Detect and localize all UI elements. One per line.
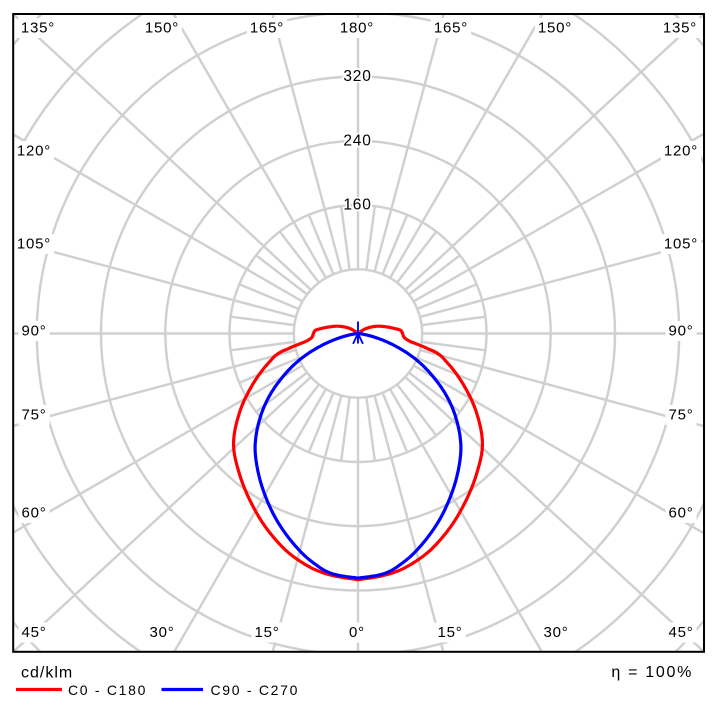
svg-text:320: 320 [343,68,371,85]
svg-text:90°: 90° [21,323,46,340]
svg-text:160: 160 [343,197,371,214]
svg-text:60°: 60° [21,505,46,522]
svg-text:45°: 45° [668,624,693,641]
svg-text:cd/klm: cd/klm [21,665,73,682]
svg-text:105°: 105° [17,236,51,253]
svg-text:150°: 150° [145,20,179,37]
svg-text:240: 240 [343,132,371,149]
svg-text:165°: 165° [434,20,468,37]
svg-text:η = 100%: η = 100% [611,664,693,681]
svg-text:90°: 90° [668,323,693,340]
svg-text:135°: 135° [21,20,55,37]
svg-text:120°: 120° [17,143,51,160]
svg-text:15°: 15° [437,624,462,641]
svg-text:60°: 60° [668,505,693,522]
svg-text:150°: 150° [538,20,572,37]
svg-text:320: 320 [343,68,371,85]
svg-text:160: 160 [343,197,371,214]
svg-text:135°: 135° [663,20,697,37]
svg-text:180°: 180° [340,20,374,37]
svg-text:C90 - C270: C90 - C270 [211,682,300,698]
svg-text:C0 - C180: C0 - C180 [68,682,147,698]
svg-text:75°: 75° [21,407,46,424]
svg-text:45°: 45° [21,624,46,641]
svg-text:15°: 15° [254,624,279,641]
svg-text:165°: 165° [250,20,284,37]
svg-text:75°: 75° [668,407,693,424]
svg-text:240: 240 [343,132,371,149]
svg-text:105°: 105° [664,236,698,253]
svg-text:30°: 30° [149,624,174,641]
svg-text:120°: 120° [664,143,698,160]
svg-text:30°: 30° [543,624,568,641]
svg-text:0°: 0° [349,624,365,641]
